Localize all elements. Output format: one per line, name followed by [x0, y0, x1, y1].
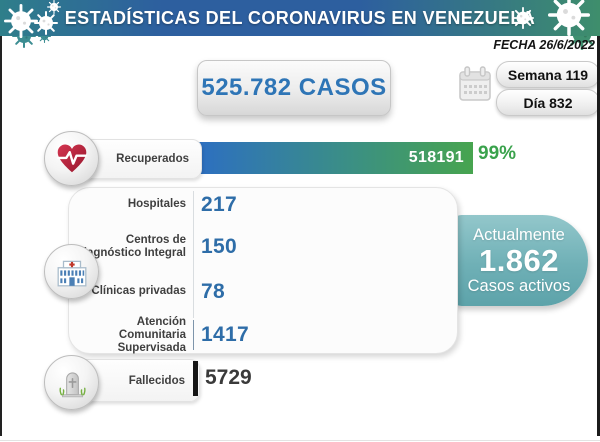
recovered-bar: 518191 — [197, 142, 473, 174]
day-badge: Día 832 — [496, 89, 600, 116]
frame-edge-right — [597, 36, 600, 436]
total-cases-badge: 525.782 CASOS — [197, 60, 391, 116]
frame-edge-left — [0, 36, 2, 436]
total-cases-value: 525.782 CASOS — [201, 74, 387, 101]
facility-value: 150 — [201, 235, 237, 258]
facilities-panel — [68, 187, 458, 354]
facility-label: Clínicas privadas — [91, 285, 186, 297]
active-cases-bubble: Actualmente 1.862 Casos activos — [450, 215, 588, 306]
recovered-percent: 99% — [478, 143, 517, 164]
panel-divider — [193, 191, 194, 318]
calendar-icon — [457, 64, 493, 106]
date-label: FECHA 26/6/2022 — [493, 38, 595, 52]
deceased-value: 5729 — [205, 366, 252, 389]
facility-value: 217 — [201, 193, 237, 216]
page-title: ESTADÍSTICAS DEL CORONAVIRUS EN VENEZUEL… — [64, 8, 536, 28]
header-banner: ESTADÍSTICAS DEL CORONAVIRUS EN VENEZUEL… — [0, 0, 600, 36]
deceased-label: Fallecidos — [128, 374, 185, 387]
facility-label: Hospitales — [127, 198, 186, 210]
facility-value: 78 — [201, 280, 225, 303]
frame-edge-bottom — [0, 440, 600, 441]
hospital-icon — [44, 244, 99, 299]
recovered-value: 518191 — [408, 149, 464, 166]
facility-value: 1417 — [201, 323, 249, 346]
week-badge: Semana 119 — [496, 61, 600, 88]
facility-label: Centros de Diagnóstico Integral — [75, 234, 186, 259]
facility-label: Atención Comunitaria Supervisada — [117, 316, 186, 354]
tombstone-icon — [44, 355, 99, 410]
heart-pulse-icon — [44, 131, 99, 186]
recovered-label: Recuperados — [116, 153, 189, 165]
deceased-marker-bar — [193, 361, 198, 396]
active-cases-value: 1.862 — [478, 242, 560, 278]
panel-divider-dark — [193, 320, 194, 350]
active-cases-caption-bottom: Casos activos — [467, 276, 571, 295]
active-cases-caption-top: Actualmente — [473, 225, 565, 244]
